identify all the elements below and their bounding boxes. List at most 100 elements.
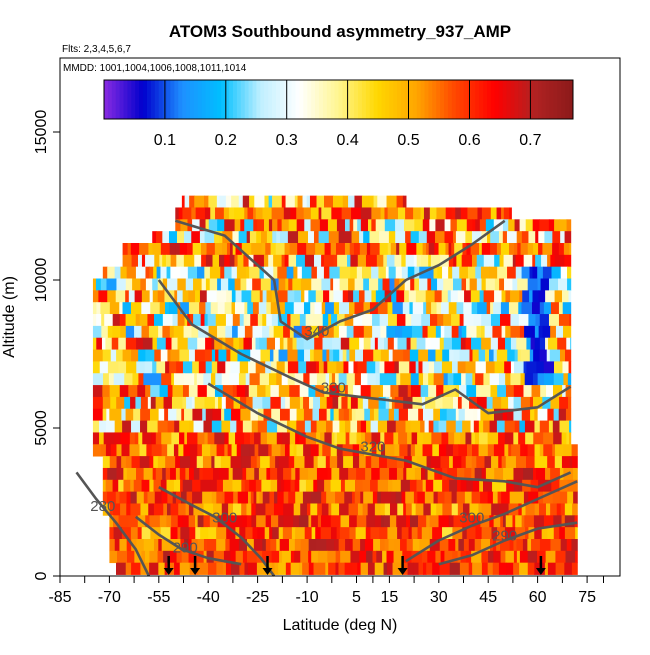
heatmap-cell bbox=[237, 254, 245, 268]
heatmap-cell bbox=[462, 527, 468, 540]
heatmap-cell bbox=[471, 515, 481, 528]
heatmap-cell bbox=[403, 349, 411, 362]
heatmap-cell bbox=[284, 243, 291, 256]
heatmap-cell bbox=[409, 479, 418, 493]
heatmap-cell bbox=[352, 539, 361, 552]
colorbar-swatch bbox=[365, 80, 371, 119]
heatmap-cell bbox=[210, 243, 216, 256]
heatmap-cell bbox=[106, 278, 118, 291]
heatmap-cell bbox=[211, 361, 218, 374]
heatmap-cell bbox=[172, 491, 177, 504]
heatmap-cell bbox=[366, 243, 371, 256]
heatmap-cell bbox=[173, 444, 179, 457]
heatmap-cell bbox=[100, 444, 107, 457]
heatmap-cell bbox=[520, 396, 531, 410]
heatmap-cell bbox=[278, 562, 287, 575]
heatmap-cell bbox=[92, 396, 104, 410]
heatmap-cell bbox=[434, 361, 443, 374]
heatmap-cell bbox=[347, 254, 351, 268]
heatmap-cell bbox=[435, 325, 442, 339]
heatmap-cell bbox=[354, 195, 363, 208]
heatmap-cell bbox=[289, 420, 297, 433]
heatmap-cell bbox=[194, 254, 202, 268]
heatmap-cell bbox=[518, 432, 526, 445]
heatmap-cell bbox=[407, 562, 414, 575]
heatmap-cell bbox=[184, 231, 192, 244]
heatmap-cell bbox=[232, 314, 241, 327]
heatmap-cell bbox=[147, 491, 156, 504]
heatmap-cell bbox=[348, 278, 356, 291]
heatmap-cell bbox=[161, 539, 173, 552]
heatmap-cell bbox=[110, 444, 118, 457]
heatmap-cell bbox=[150, 385, 161, 398]
heatmap-cell bbox=[277, 266, 288, 279]
heatmap-cell bbox=[204, 231, 215, 244]
colorbar-swatch bbox=[424, 80, 429, 119]
heatmap-cell bbox=[568, 361, 572, 374]
heatmap-cell bbox=[460, 207, 469, 220]
heatmap-cell bbox=[398, 408, 409, 421]
heatmap-cell bbox=[531, 385, 541, 398]
heatmap-cell bbox=[211, 349, 216, 362]
heatmap-cell bbox=[520, 444, 525, 457]
heatmap-cell bbox=[382, 550, 388, 564]
heatmap-cell bbox=[99, 432, 105, 445]
heatmap-cell bbox=[283, 515, 294, 528]
heatmap-cell bbox=[324, 385, 330, 398]
heatmap-cell bbox=[147, 396, 152, 410]
heatmap-cell bbox=[126, 467, 137, 481]
heatmap-cell bbox=[193, 467, 200, 481]
heatmap-cell bbox=[470, 290, 481, 303]
heatmap-cell bbox=[358, 444, 365, 457]
heatmap-cell bbox=[147, 420, 159, 433]
heatmap-cell bbox=[478, 503, 483, 516]
heatmap-cell bbox=[414, 219, 424, 232]
colorbar-swatch bbox=[299, 80, 304, 119]
heatmap-layer bbox=[92, 195, 578, 575]
heatmap-cell bbox=[122, 254, 133, 268]
heatmap-cell bbox=[396, 314, 407, 327]
heatmap-cell bbox=[560, 503, 566, 516]
heatmap-cell bbox=[92, 444, 102, 457]
heatmap-cell bbox=[514, 361, 525, 374]
colorbar-swatch bbox=[131, 80, 136, 119]
heatmap-cell bbox=[131, 349, 139, 362]
heatmap-cell bbox=[234, 207, 245, 220]
heatmap-cell bbox=[558, 278, 568, 291]
heatmap-cell bbox=[359, 231, 364, 244]
heatmap-cell bbox=[141, 325, 150, 339]
heatmap-cell bbox=[156, 231, 163, 244]
heatmap-cell bbox=[301, 290, 305, 303]
heatmap-cell bbox=[475, 527, 483, 540]
heatmap-cell bbox=[265, 243, 272, 256]
heatmap-cell bbox=[159, 254, 163, 268]
heatmap-cell bbox=[317, 550, 328, 564]
heatmap-cell bbox=[556, 503, 562, 516]
heatmap-cell bbox=[412, 539, 420, 552]
heatmap-cell bbox=[339, 266, 351, 279]
heatmap-cell bbox=[531, 325, 536, 339]
colorbar-swatch bbox=[537, 80, 543, 119]
heatmap-cell bbox=[270, 385, 280, 398]
heatmap-cell bbox=[321, 503, 330, 516]
heatmap-cell bbox=[472, 349, 480, 362]
heatmap-cell bbox=[476, 456, 486, 469]
heatmap-cell bbox=[416, 254, 422, 268]
heatmap-cell bbox=[393, 408, 400, 421]
heatmap-cell bbox=[505, 373, 512, 386]
heatmap-cell bbox=[448, 302, 458, 315]
heatmap-cell bbox=[440, 456, 450, 469]
heatmap-cell bbox=[279, 337, 285, 350]
heatmap-cell bbox=[372, 314, 381, 327]
heatmap-cell bbox=[107, 361, 119, 374]
heatmap-cell bbox=[342, 349, 348, 362]
heatmap-cell bbox=[406, 243, 417, 256]
heatmap-cell bbox=[393, 550, 403, 564]
contour-label-280: 280 bbox=[90, 498, 115, 515]
heatmap-cell bbox=[251, 515, 257, 528]
heatmap-cell bbox=[519, 562, 529, 575]
heatmap-cell bbox=[150, 408, 160, 421]
heatmap-cell bbox=[361, 195, 370, 208]
heatmap-cell bbox=[284, 444, 291, 457]
heatmap-cell bbox=[296, 254, 306, 268]
